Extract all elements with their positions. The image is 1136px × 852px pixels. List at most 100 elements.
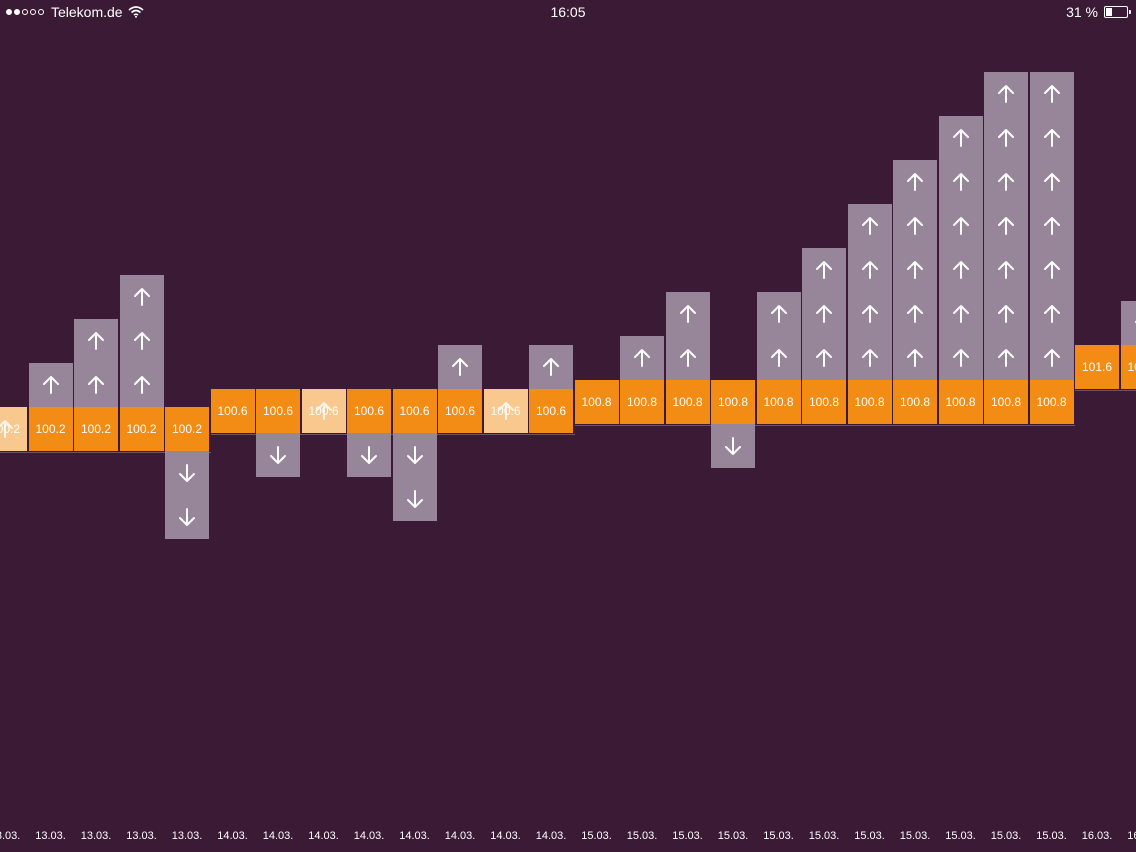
arrow-up-cell[interactable] xyxy=(1029,204,1074,248)
value-cell[interactable]: 100.8 xyxy=(620,380,664,424)
arrow-up-cell[interactable] xyxy=(938,336,983,380)
arrow-up-cell[interactable] xyxy=(893,248,937,292)
value-cell[interactable]: 100.6 xyxy=(529,389,573,433)
arrow-up-icon xyxy=(952,173,969,191)
value-label: 100.2 xyxy=(171,422,203,436)
value-cell[interactable]: 100.8 xyxy=(847,380,892,424)
arrow-up-icon xyxy=(907,217,923,235)
date-label: 13.03. xyxy=(126,830,157,842)
arrow-up-cell[interactable] xyxy=(756,292,801,336)
value-cell[interactable]: 100.6 xyxy=(301,389,346,433)
arrow-up-cell[interactable] xyxy=(984,292,1028,336)
arrow-up-cell[interactable] xyxy=(847,248,892,292)
value-cell[interactable]: 100.2 xyxy=(165,407,209,451)
status-right: 31 % xyxy=(1066,4,1131,20)
value-label: 100.8 xyxy=(899,395,931,409)
arrow-up-cell[interactable] xyxy=(665,292,710,336)
arrow-up-cell[interactable] xyxy=(893,336,937,380)
arrow-up-cell[interactable] xyxy=(984,204,1028,248)
arrow-down-cell[interactable] xyxy=(711,424,755,468)
battery-percentage: 31 % xyxy=(1066,4,1098,20)
arrow-up-icon xyxy=(1043,349,1060,367)
arrow-up-cell[interactable] xyxy=(620,336,664,380)
arrow-up-cell[interactable] xyxy=(119,319,164,363)
arrow-down-cell[interactable] xyxy=(165,451,209,495)
arrow-up-cell[interactable] xyxy=(802,292,846,336)
arrow-up-cell[interactable] xyxy=(984,336,1028,380)
arrow-up-cell[interactable] xyxy=(802,248,846,292)
value-cell[interactable]: 100.8 xyxy=(1029,380,1074,424)
value-cell[interactable]: 100.8 xyxy=(893,380,937,424)
arrow-up-cell[interactable] xyxy=(893,204,937,248)
arrow-up-cell[interactable] xyxy=(938,116,983,160)
value-cell[interactable]: 100.6 xyxy=(392,389,437,433)
arrow-up-icon xyxy=(543,358,559,376)
arrow-up-cell[interactable] xyxy=(984,72,1028,116)
value-cell[interactable]: 100.8 xyxy=(711,380,755,424)
arrow-down-cell[interactable] xyxy=(165,495,209,539)
arrow-up-cell[interactable] xyxy=(893,292,937,336)
value-cell[interactable]: 100.6 xyxy=(438,389,482,433)
arrow-down-cell[interactable] xyxy=(392,433,437,477)
value-cell[interactable]: 100.8 xyxy=(665,380,710,424)
date-label: 15.03. xyxy=(990,830,1022,842)
arrow-up-cell[interactable] xyxy=(1029,292,1074,336)
arrow-down-cell[interactable] xyxy=(392,477,437,521)
arrow-up-cell[interactable] xyxy=(938,292,983,336)
value-cell[interactable]: 100.2 xyxy=(0,407,27,451)
wifi-icon xyxy=(128,6,144,18)
arrow-up-icon xyxy=(952,261,969,279)
arrow-up-icon xyxy=(634,349,650,367)
arrow-up-cell[interactable] xyxy=(938,160,983,204)
value-cell[interactable]: 100.2 xyxy=(28,407,73,451)
value-cell[interactable]: 100.8 xyxy=(574,380,619,424)
signal-dot xyxy=(30,9,36,15)
value-cell[interactable]: 100.8 xyxy=(802,380,846,424)
arrow-up-cell[interactable] xyxy=(438,345,482,389)
value-cell[interactable]: 100.6 xyxy=(347,389,391,433)
arrow-up-cell[interactable] xyxy=(984,160,1028,204)
value-cell[interactable]: 100.6 xyxy=(483,389,528,433)
arrow-up-cell[interactable] xyxy=(119,275,164,319)
arrow-up-cell[interactable] xyxy=(847,204,892,248)
arrow-up-cell[interactable] xyxy=(1029,248,1074,292)
arrow-up-cell[interactable] xyxy=(1029,72,1074,116)
value-cell[interactable]: 100.2 xyxy=(74,407,118,451)
value-cell[interactable]: 101.6 xyxy=(1075,345,1119,389)
arrow-up-cell[interactable] xyxy=(74,363,118,407)
arrow-up-icon xyxy=(1043,217,1060,235)
value-cell[interactable]: 101.6 xyxy=(1120,345,1136,389)
arrow-up-cell[interactable] xyxy=(1029,336,1074,380)
date-label: 13.03. xyxy=(0,830,21,842)
arrow-down-cell[interactable] xyxy=(347,433,391,477)
signal-dot xyxy=(14,9,20,15)
arrow-up-cell[interactable] xyxy=(1029,160,1074,204)
arrow-up-cell[interactable] xyxy=(847,292,892,336)
arrow-up-cell[interactable] xyxy=(938,248,983,292)
arrow-up-cell[interactable] xyxy=(74,319,118,363)
arrow-up-cell[interactable] xyxy=(1120,301,1136,345)
arrow-up-cell[interactable] xyxy=(756,336,801,380)
arrow-up-cell[interactable] xyxy=(802,336,846,380)
arrow-up-cell[interactable] xyxy=(529,345,573,389)
value-cell[interactable]: 100.6 xyxy=(210,389,255,433)
arrow-up-cell[interactable] xyxy=(119,363,164,407)
signal-strength-icon xyxy=(6,9,44,15)
arrow-up-cell[interactable] xyxy=(665,336,710,380)
value-cell[interactable]: 100.8 xyxy=(938,380,983,424)
arrow-up-cell[interactable] xyxy=(938,204,983,248)
arrow-down-cell[interactable] xyxy=(256,433,300,477)
value-cell[interactable]: 100.8 xyxy=(984,380,1028,424)
value-cell[interactable]: 100.2 xyxy=(119,407,164,451)
arrow-up-cell[interactable] xyxy=(984,116,1028,160)
arrow-up-cell[interactable] xyxy=(847,336,892,380)
arrow-up-cell[interactable] xyxy=(984,248,1028,292)
arrow-up-icon xyxy=(907,261,923,279)
value-cell[interactable]: 100.8 xyxy=(756,380,801,424)
value-cell[interactable]: 100.6 xyxy=(256,389,300,433)
arrow-up-cell[interactable] xyxy=(1029,116,1074,160)
arrow-up-cell[interactable] xyxy=(893,160,937,204)
arrow-up-cell[interactable] xyxy=(28,363,73,407)
arrow-down-icon xyxy=(725,437,741,455)
